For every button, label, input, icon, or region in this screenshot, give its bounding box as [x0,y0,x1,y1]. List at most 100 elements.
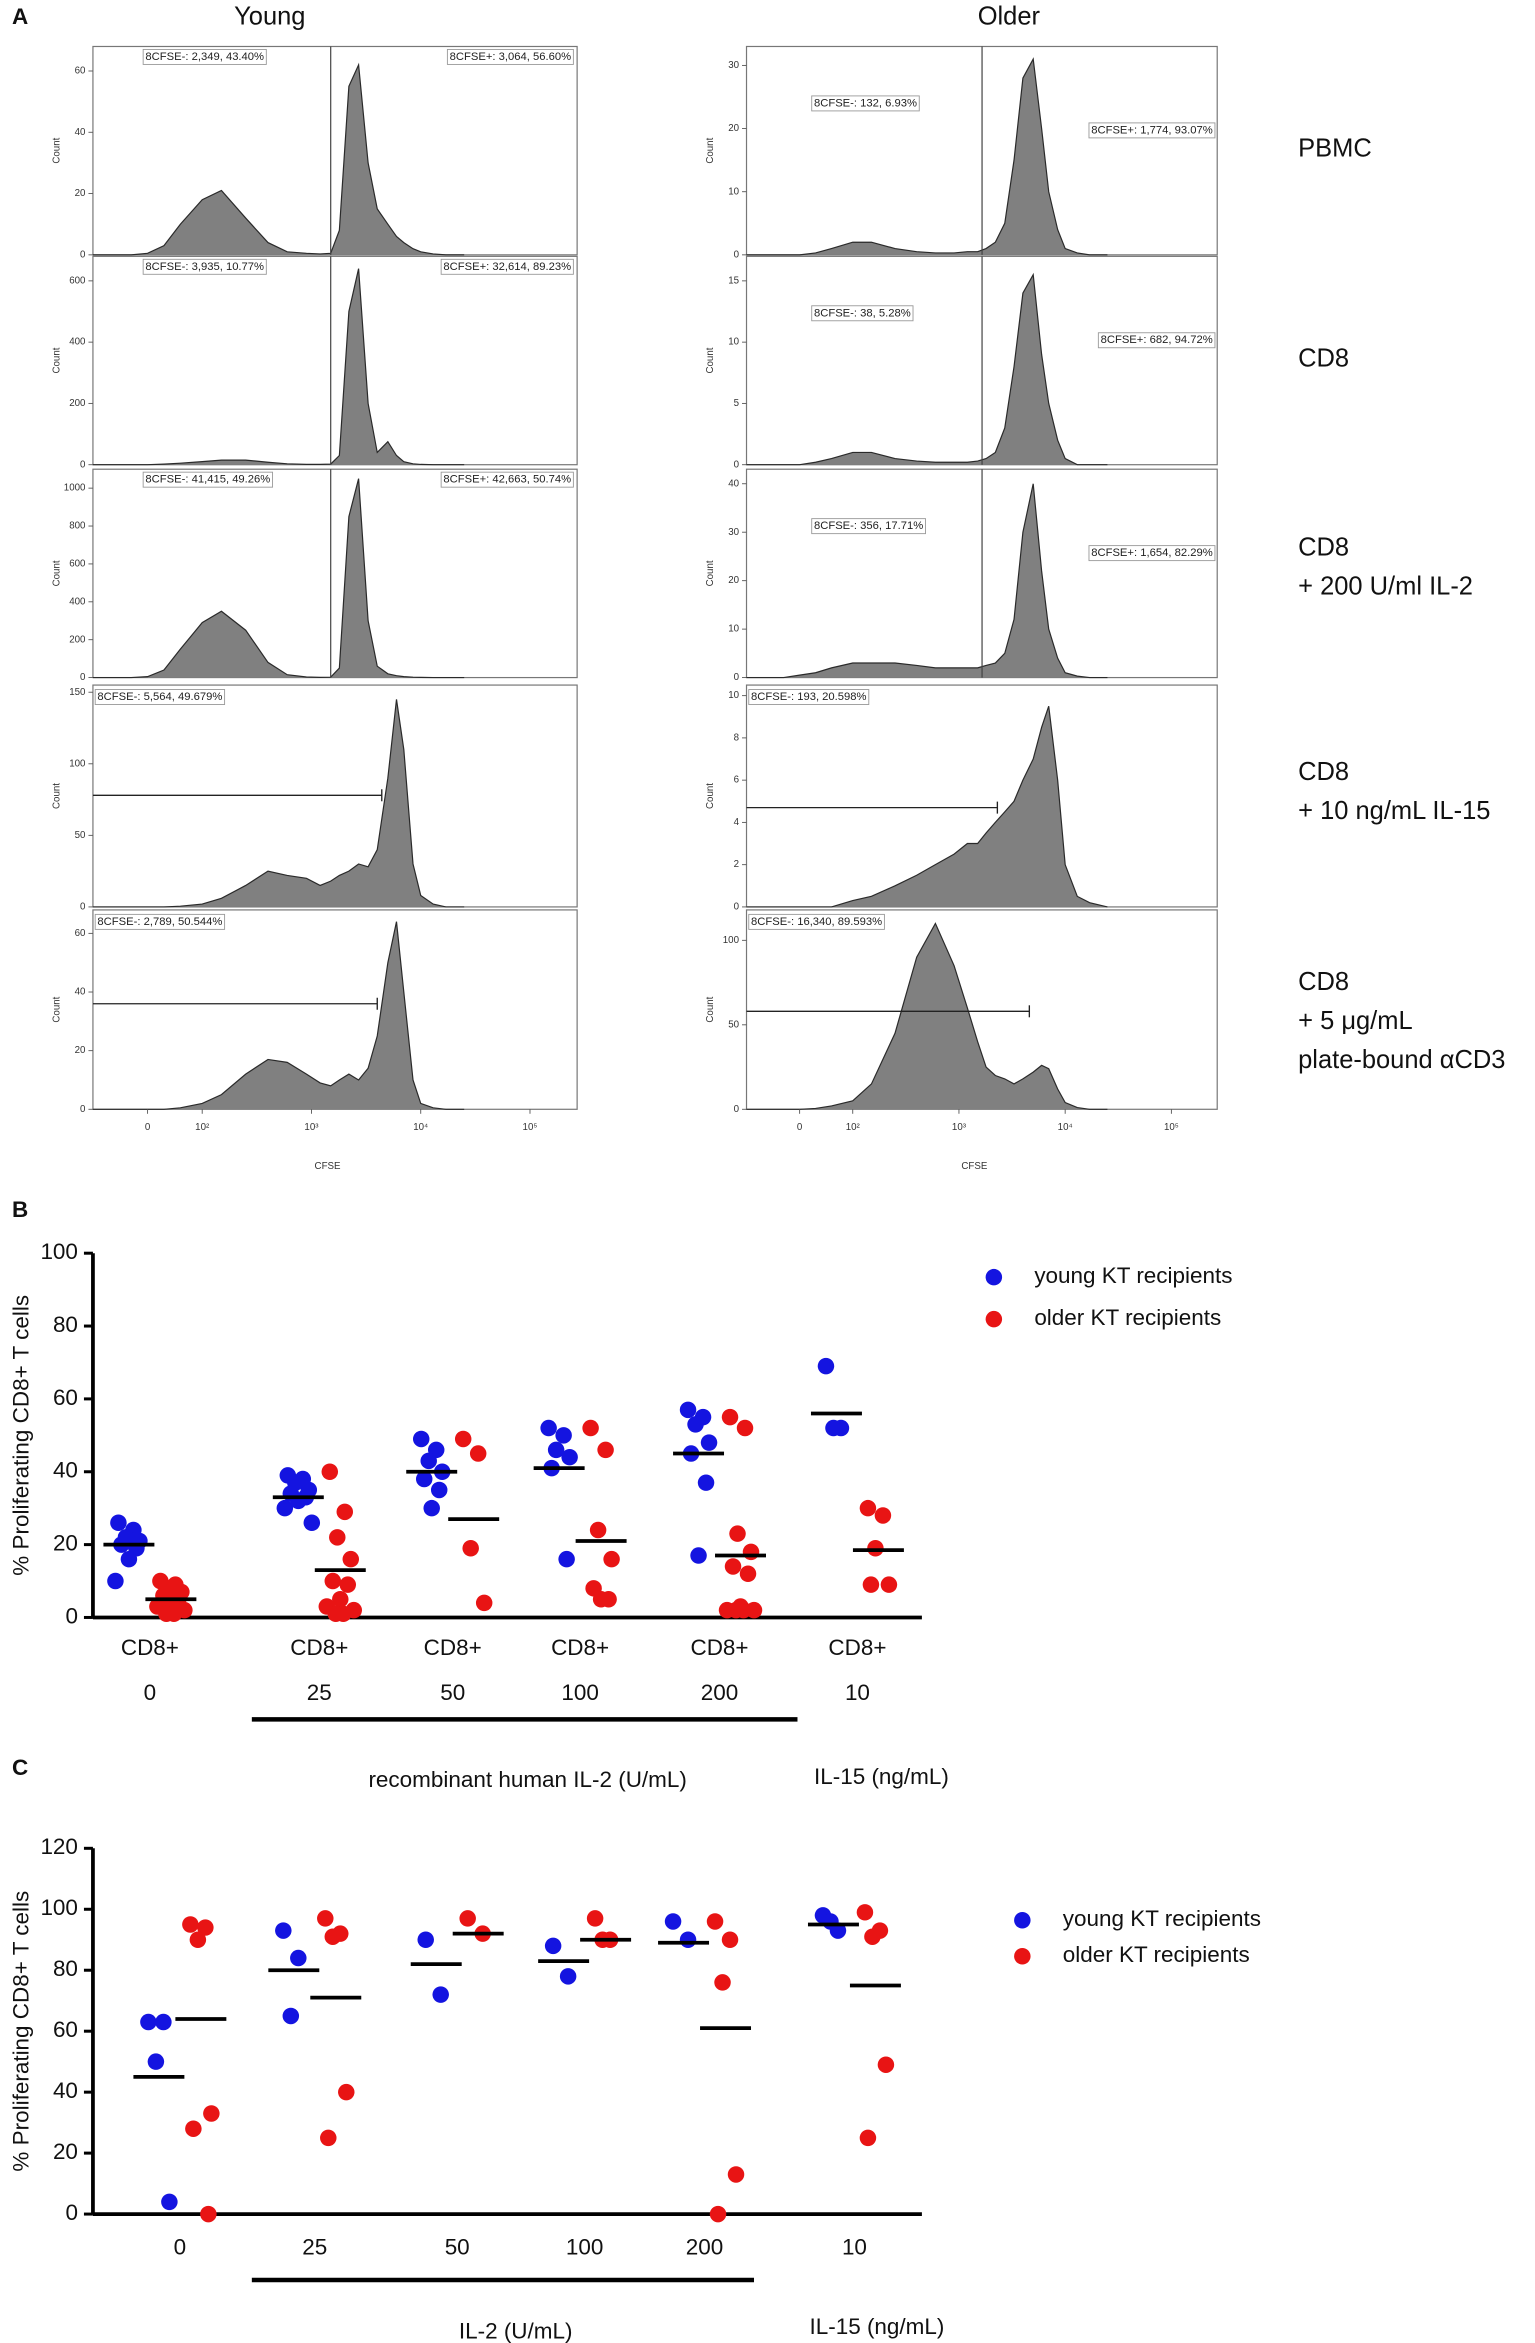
y-tick-label: 10 [728,337,739,348]
y-tick-label: 600 [69,558,86,569]
data-point [822,1913,839,1930]
legend-label: young KT recipients [1034,1263,1232,1288]
gate-annotation: 8CFSE+: 42,663, 50.74% [443,474,571,486]
data-point [880,1576,898,1593]
y-tick-label: 100 [723,935,740,946]
y-tick-label: 20 [75,188,86,199]
y-tick-label: 0 [734,1104,740,1115]
data-point [874,1507,892,1524]
x-tick-label: 25 [307,1680,332,1705]
y-tick-label: 400 [69,337,86,348]
y-tick-label: 100 [69,758,86,769]
data-point [182,1916,199,1933]
data-point [544,1937,562,1955]
y-axis-label: Count [705,137,716,163]
data-point [107,1572,124,1590]
plot-frame [92,255,578,466]
area-outline [92,921,465,1110]
data-point [454,1430,472,1448]
x-tick-label: 0 [797,1122,803,1133]
data-point [462,1540,479,1557]
y-tick-label: 200 [69,634,86,645]
column-title: Older [978,3,1041,31]
y-tick-label: 50 [75,830,86,841]
annotation-box [1088,545,1216,562]
data-point [592,1591,610,1608]
data-point [459,1910,476,1927]
y-tick-label: 0 [734,459,740,470]
y-axis-label: Count [705,783,716,809]
data-point [155,2013,172,2031]
data-point [721,1931,739,1948]
y-tick-label: 80 [53,1312,78,1337]
x-tick-label: 200 [686,2234,724,2259]
annotation-box [94,913,226,930]
y-tick-label: 20 [75,1045,86,1056]
panel-label: B [12,1197,28,1222]
data-point [679,1931,697,1948]
y-tick-label: 100 [40,1239,78,1264]
area-outline [746,706,1108,908]
data-point [417,1931,434,1948]
data-point [185,2120,202,2137]
area-outline [92,478,465,679]
x-tick-label: 10³ [952,1122,967,1133]
gate-annotation: 8CFSE-: 356, 17.71% [814,520,923,532]
x-tick-label: 10² [846,1122,861,1133]
y-tick-label: 1000 [64,483,86,494]
area-outline [92,699,465,908]
data-point [320,2129,337,2147]
y-tick-label: 8 [734,732,739,743]
data-point [415,1470,433,1488]
data-point [303,1514,321,1531]
x-tick-label: 10⁵ [523,1122,538,1133]
y-tick-label: 10 [728,186,739,197]
x-tick-label: 0 [145,1122,151,1133]
annotation-box [142,471,274,488]
y-axis-label: Count [52,347,63,373]
area-fill [746,923,1108,1110]
data-point [336,1503,354,1521]
x-tick-label: 25 [302,2234,327,2259]
gate-annotation: 8CFSE-: 2,789, 50.544% [97,916,222,928]
y-tick-label: 0 [65,1603,78,1628]
data-point [412,1430,430,1448]
gate-annotation: 8CFSE+: 3,064, 56.60% [450,51,571,63]
row-label: + 5 μg/mL [1298,1007,1413,1035]
x-tick-label: 50 [445,2234,470,2259]
group-label: IL-15 (ng/mL) [814,1764,949,1789]
data-point [423,1499,440,1517]
x-tick-label: CD8+ [551,1635,609,1660]
annotation-box [811,518,926,535]
area-fill [92,64,465,255]
data-point [203,2105,220,2122]
data-point [706,1913,724,1930]
data-point [324,1928,342,1945]
y-axis-label: Count [52,137,63,163]
legend-label: young KT recipients [1063,1906,1261,1931]
row-label: CD8 [1298,968,1349,996]
x-tick-label: 0 [144,1680,157,1705]
y-tick-label: 20 [53,1531,78,1556]
data-point [736,1419,754,1437]
data-point [679,1401,697,1419]
area-outline [92,268,465,466]
data-point [469,1445,487,1462]
annotation-box [748,689,870,705]
data-point [321,1463,339,1480]
data-point [420,1452,437,1470]
data-point [147,2053,165,2070]
data-point [275,1922,292,1939]
area-fill [746,59,1108,255]
y-tick-label: 0 [80,249,86,260]
x-tick-label: 10⁴ [1058,1122,1073,1133]
y-tick-label: 0 [80,902,86,913]
data-point [558,1550,575,1568]
gate-annotation: 8CFSE-: 193, 20.598% [751,691,867,703]
y-tick-label: 5 [734,398,739,409]
y-tick-label: 100 [40,1895,78,1920]
plot-frame [92,909,578,1110]
y-tick-label: 0 [734,672,740,683]
data-point [332,1591,349,1608]
data-point [165,1605,183,1623]
